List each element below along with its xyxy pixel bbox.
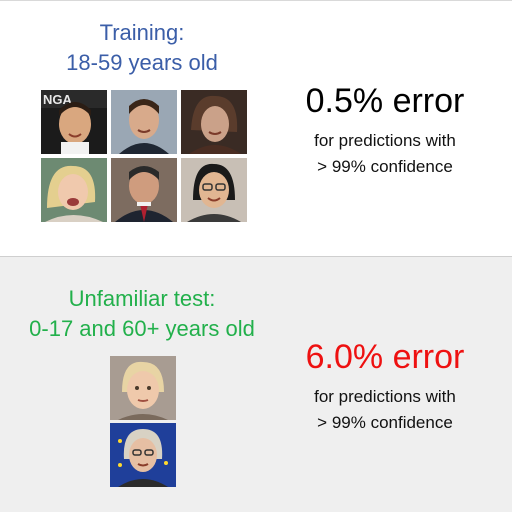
training-face-1: NGA xyxy=(41,90,107,154)
svg-text:NGA: NGA xyxy=(43,92,73,107)
training-heading-line2: 18-59 years old xyxy=(66,50,218,75)
training-heading-line1: Training: xyxy=(99,20,185,45)
test-caption-line1: for predictions with xyxy=(314,387,456,406)
training-face-5 xyxy=(111,158,177,222)
test-error-rate: 6.0% error xyxy=(305,338,465,376)
test-error-caption: for predictions with > 99% confidence xyxy=(270,384,500,436)
training-caption-line1: for predictions with xyxy=(314,131,456,150)
training-error-rate: 0.5% error xyxy=(305,82,465,120)
test-face-child xyxy=(110,356,176,420)
training-face-4 xyxy=(41,158,107,222)
test-heading-line2: 0-17 and 60+ years old xyxy=(29,316,255,341)
test-caption-line2: > 99% confidence xyxy=(317,413,453,432)
training-face-6 xyxy=(181,158,247,222)
training-face-2 xyxy=(111,90,177,154)
training-error-caption: for predictions with > 99% confidence xyxy=(270,128,500,180)
test-panel xyxy=(0,256,512,512)
training-face-3 xyxy=(181,90,247,154)
test-heading-line1: Unfamiliar test: xyxy=(68,286,216,311)
test-face-elderly xyxy=(110,423,176,487)
test-heading: Unfamiliar test: 0-17 and 60+ years old xyxy=(0,284,284,344)
training-heading: Training: 18-59 years old xyxy=(22,18,262,78)
training-caption-line2: > 99% confidence xyxy=(317,157,453,176)
